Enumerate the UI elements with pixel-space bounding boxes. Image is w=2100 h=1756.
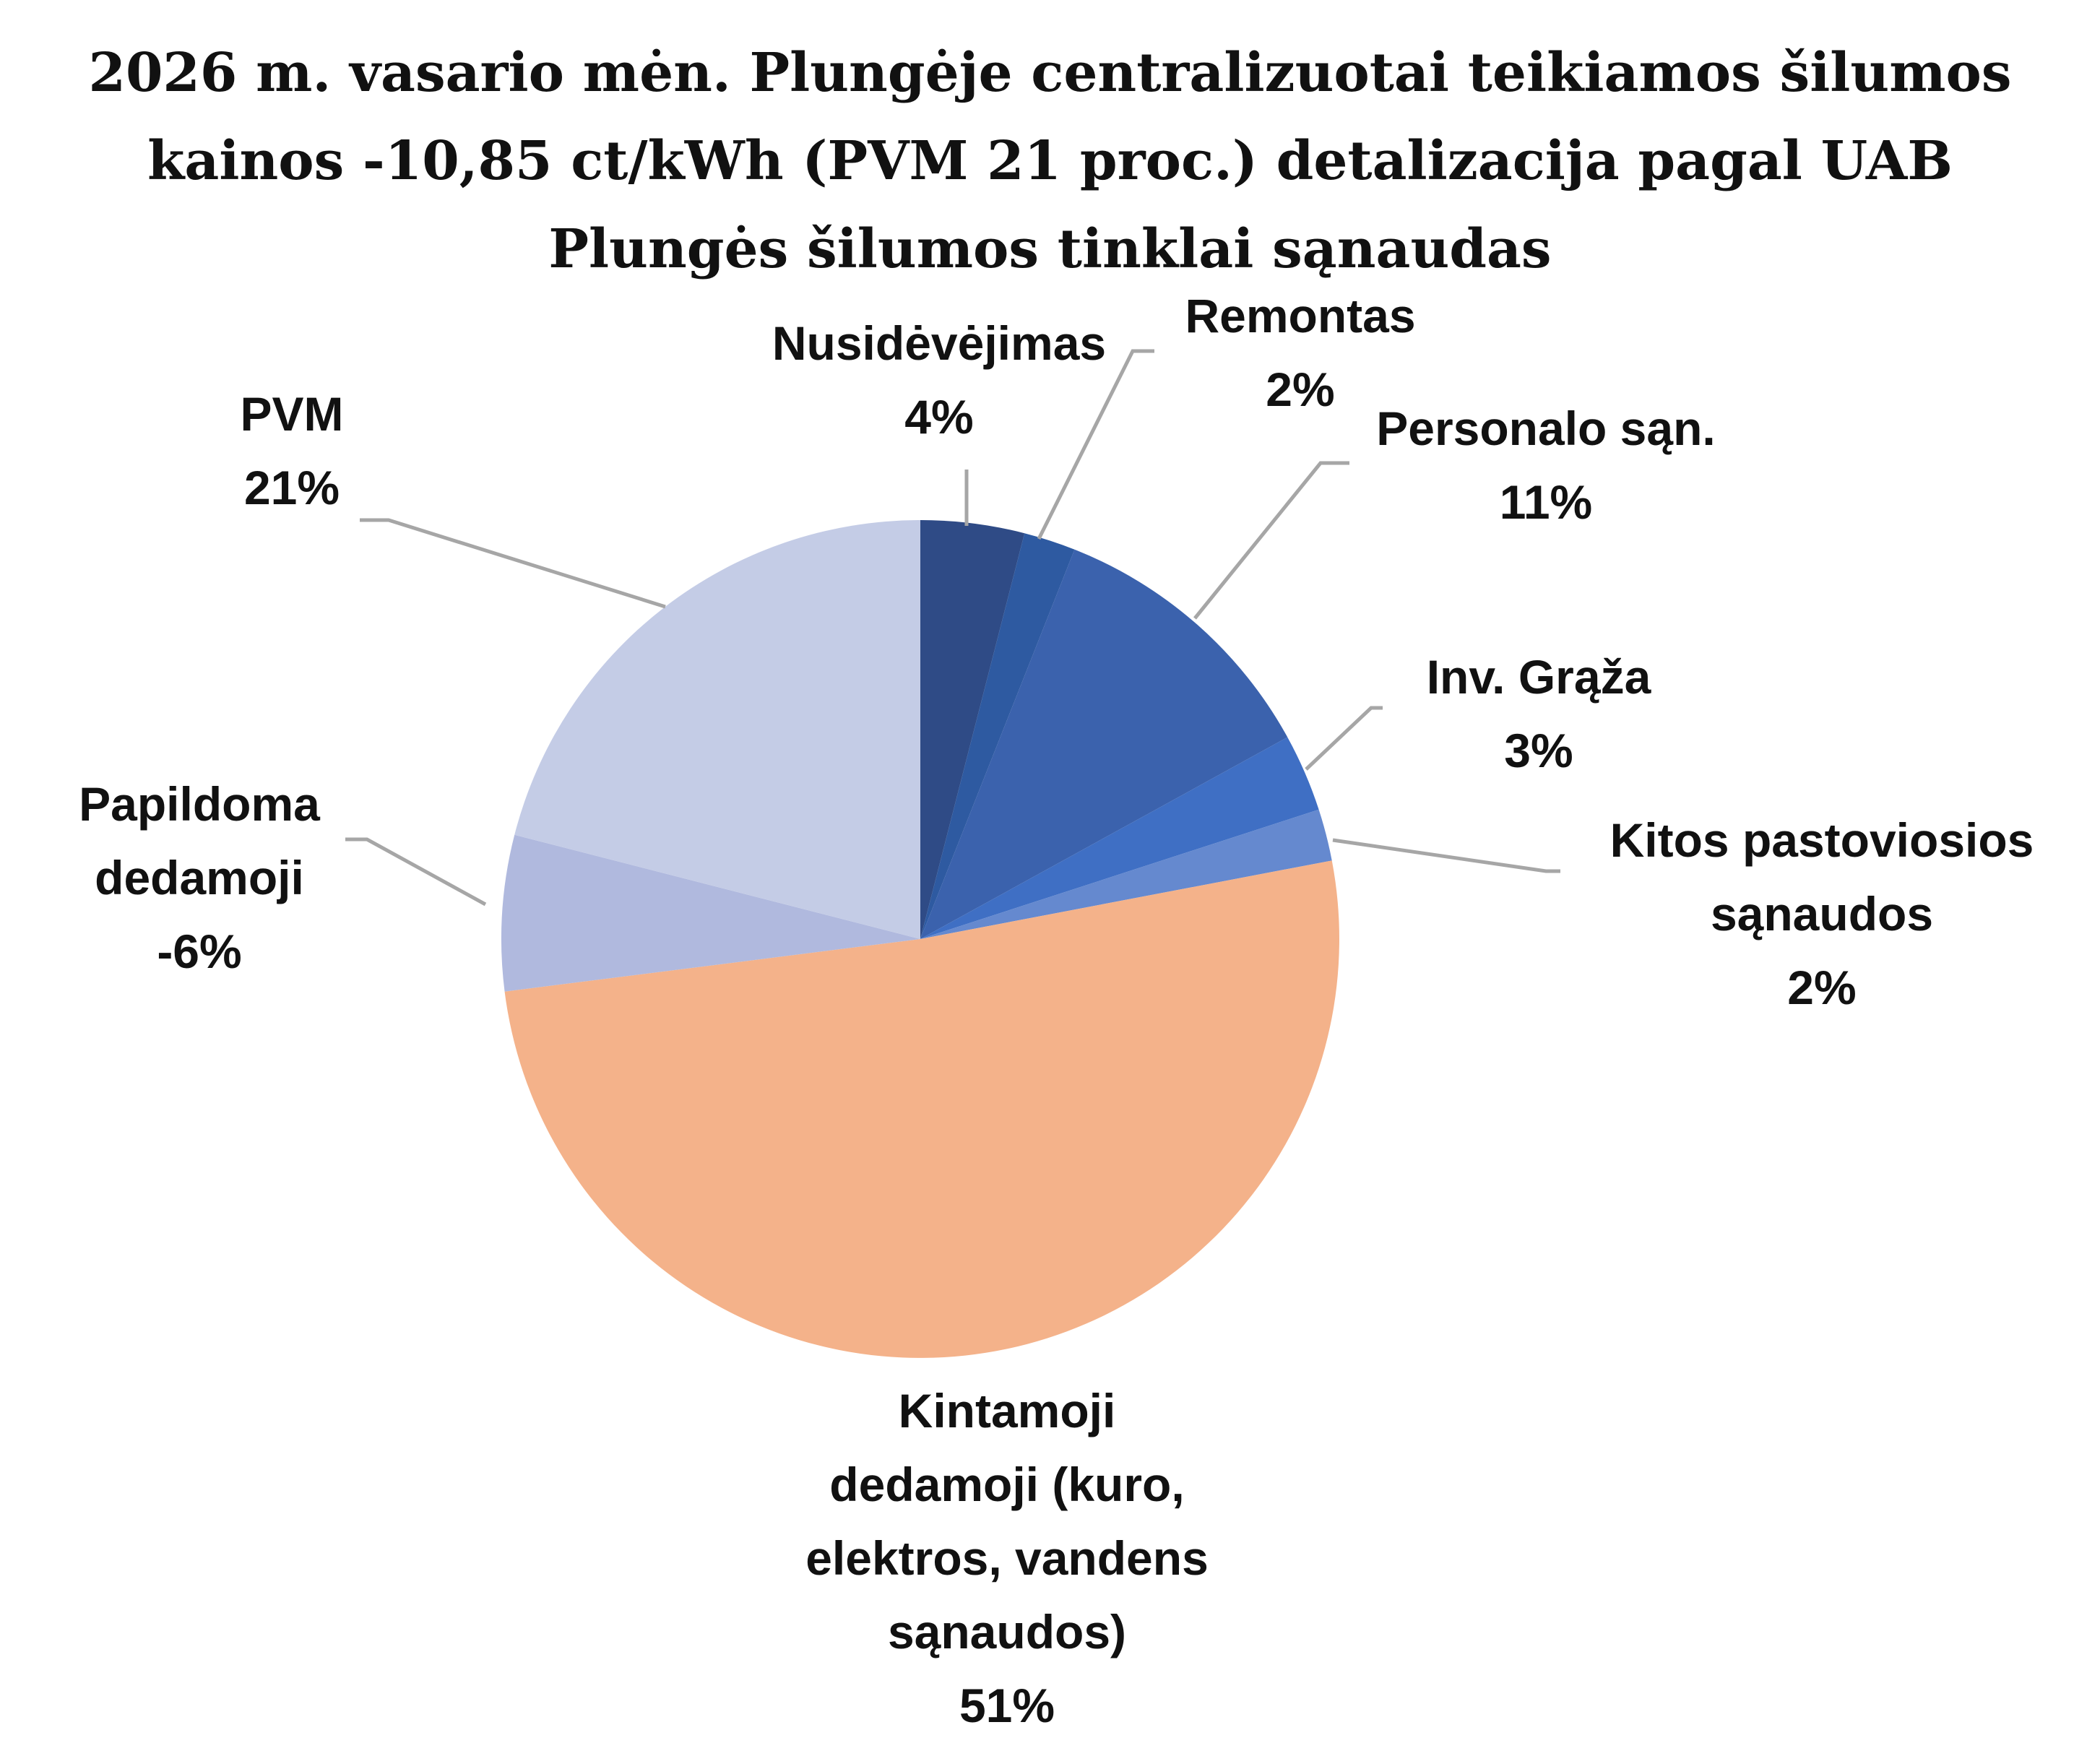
data-label-6: Kintamoji dedamoji (kuro, elektros, vanden… — [805, 1384, 1209, 1732]
pie-slice-3 — [920, 549, 1288, 939]
data-label-4: Inv. Grąža 3% — [1427, 650, 1652, 777]
data-label-name-line: Nusidėvėjimas — [772, 316, 1106, 370]
data-label-percent: 2% — [1787, 961, 1856, 1014]
leader-line-7 — [345, 837, 487, 907]
pie-slices — [501, 519, 1339, 1358]
data-labels: Nusidėvėjimas 4% Remontas 2% Personalo sąn. 1… — [79, 289, 2034, 1732]
pie-slice-8 — [514, 520, 920, 939]
pie-slice-1 — [920, 519, 1025, 939]
chart-title: 2026 m. vasario mėn. Plungėje centralizu… — [0, 29, 2100, 293]
data-label-percent: 51% — [959, 1679, 1055, 1732]
data-label-3: Personalo sąn. 11% — [1376, 402, 1716, 529]
pie-slice-2 — [920, 533, 1075, 939]
pie-slice-4 — [920, 737, 1319, 939]
data-label-7: Papildoma dedamoji -6% — [79, 777, 321, 978]
data-label-name-line: PVM — [240, 387, 343, 441]
leader-line-4 — [1305, 706, 1383, 771]
data-label-percent: -6% — [157, 925, 241, 978]
data-label-5: Kitos pastoviosios sąnaudos 2% — [1610, 813, 2034, 1014]
leader-line-3 — [1193, 461, 1349, 620]
data-label-name-line: elektros, vandens — [805, 1531, 1209, 1585]
data-label-name-line: Inv. Grąža — [1427, 650, 1652, 704]
data-label-name-line: Papildoma — [79, 777, 321, 831]
leader-lines — [345, 349, 1560, 907]
data-label-name-line: sąnaudos — [1711, 887, 1933, 940]
pie-slice-5 — [920, 809, 1332, 939]
leader-line-5 — [1332, 838, 1560, 873]
leader-line-2 — [1037, 349, 1154, 540]
data-label-2: Remontas 2% — [1185, 289, 1415, 416]
leader-line-8 — [360, 518, 666, 609]
data-label-name-line: Personalo sąn. — [1376, 402, 1716, 455]
data-label-name-line: Kintamoji — [899, 1384, 1116, 1437]
data-label-name-line: dedamoji — [95, 851, 304, 904]
data-label-percent: 11% — [1500, 475, 1592, 529]
data-label-name-line: Remontas — [1185, 289, 1415, 342]
pie-slice-6 — [504, 860, 1339, 1358]
data-label-percent: 4% — [904, 390, 973, 444]
data-label-name-line: Kitos pastoviosios — [1610, 813, 2034, 867]
data-label-name-line: dedamoji (kuro, — [829, 1458, 1184, 1511]
chart-title-line-2: kainos -10,85 ct/kWh (PVM 21 proc.) deta… — [147, 130, 1953, 192]
data-label-8: PVM 21% — [240, 387, 343, 514]
data-label-1: Nusidėvėjimas 4% — [772, 316, 1106, 444]
chart-title-line-3: Plungės šilumos tinklai sąnaudas — [548, 218, 1552, 280]
data-label-percent: 3% — [1504, 724, 1573, 777]
chart-title-line-1: 2026 m. vasario mėn. Plungėje centralizu… — [88, 42, 2012, 104]
data-label-percent: 2% — [1266, 363, 1334, 416]
data-label-percent: 21% — [244, 461, 340, 514]
data-label-name-line: sąnaudos) — [888, 1605, 1126, 1658]
pie-slice-7 — [501, 834, 920, 992]
